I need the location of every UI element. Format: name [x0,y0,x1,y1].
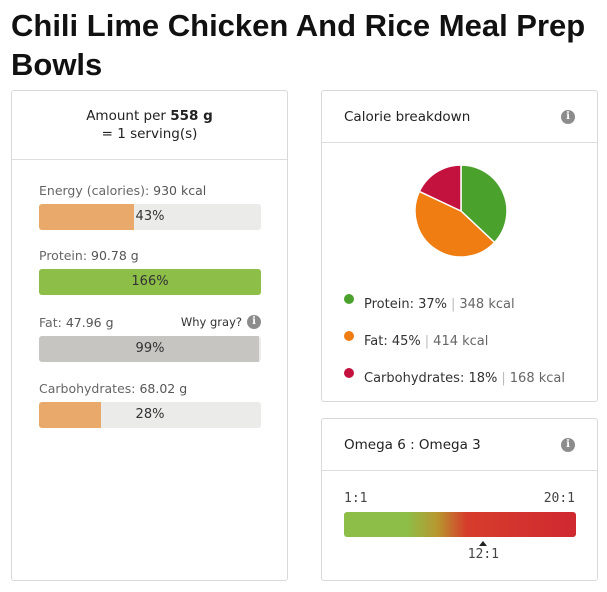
omega-value-label: 12:1 [467,547,499,562]
legend-dot [344,330,354,341]
omega-min-label: 1:1 [344,491,368,506]
info-icon[interactable]: i [561,110,575,124]
omega-ratio-card: Omega 6 : Omega 3 i 1:1 20:1 12:1 [321,418,598,581]
why-gray-label[interactable]: Why gray? [180,315,242,329]
nutrient-value: 90.78 g [91,248,139,263]
nutrient-percent: 43% [135,209,165,224]
nutrient-value: 930 kcal [153,183,207,198]
omega-max-label: 20:1 [543,491,575,506]
legend-dot [344,293,354,304]
legend-kcal: 414 kcal [433,334,489,349]
info-icon[interactable]: i [247,315,261,329]
legend-item-fat: Fat: 45% | 414 kcal [344,323,565,360]
nutrient-row-protein: Protein: 90.78 g 166% [39,248,261,295]
legend-name: Protein: [364,297,414,312]
omega-marker-icon [479,541,488,546]
nutrient-bar-fill [39,204,135,230]
legend-name: Fat: [364,334,388,349]
pie-svg [414,164,508,258]
nutrient-row-carbohydrates: Carbohydrates: 68.02 g 28% [39,381,261,428]
nutrient-bar: 166% [39,269,261,295]
nutrient-bar-fill [39,336,259,362]
pie-slice-fat [414,190,496,258]
why-gray-link[interactable]: Why gray? i [181,315,261,329]
legend-kcal: 348 kcal [459,297,515,312]
calorie-pie-chart [413,163,509,263]
omega-title: Omega 6 : Omega 3 [344,437,481,453]
nutrient-label: Carbohydrates: [39,381,136,396]
legend-item-carbohydrates: Carbohydrates: 18% | 168 kcal [344,360,565,397]
serving-header: Amount per 558 g = 1 serving(s) [12,91,287,160]
nutrient-label: Fat: [39,315,62,330]
pie-slice-protein [460,164,508,244]
nutrient-row-energy: Energy (calories): 930 kcal 43% [39,183,261,230]
legend-name: Carbohydrates: [364,371,465,386]
nutrition-card: Amount per 558 g = 1 serving(s) Energy (… [11,90,288,581]
legend-percent: 18% [468,371,498,386]
legend-percent: 45% [391,334,421,349]
nutrient-percent: 28% [135,407,165,422]
omega-ratio-bar [344,512,576,537]
nutrient-label: Protein: [39,248,88,263]
legend-dot [344,367,354,378]
info-icon[interactable]: i [561,438,575,452]
calorie-breakdown-title: Calorie breakdown [344,109,471,125]
nutrient-label: Energy (calories): [39,183,150,198]
nutrient-bar: 99% [39,336,261,362]
calorie-legend: Protein: 37% | 348 kcal Fat: 45% | 414 kcal … [344,286,565,397]
nutrient-value: 47.96 g [65,315,114,330]
calorie-breakdown-card: Calorie breakdown i Protein: 37% | 348 kca… [321,90,598,402]
serving-prefix: Amount per [86,108,166,124]
nutrient-value: 68.02 g [139,381,188,396]
pie-slice-carbohydrates [418,164,462,213]
legend-kcal: 168 kcal [509,371,565,386]
nutrient-bar: 43% [39,204,261,230]
serving-grams: 558 g [170,108,213,124]
serving-count: = 1 serving(s) [101,126,198,142]
page-title: Chili Lime Chicken And Rice Meal Prep Bo… [11,8,586,82]
nutrient-row-fat: Fat: 47.96 g Why gray? i 99% [39,315,261,362]
legend-item-protein: Protein: 37% | 348 kcal [344,286,565,323]
nutrient-percent: 99% [135,341,165,356]
nutrient-percent: 166% [131,274,169,289]
nutrient-bar-fill [39,269,261,295]
nutrient-bar-fill [39,402,102,428]
legend-percent: 37% [418,297,447,312]
serving-amount: Amount per 558 g [12,107,287,125]
nutrient-bar: 28% [39,402,261,428]
